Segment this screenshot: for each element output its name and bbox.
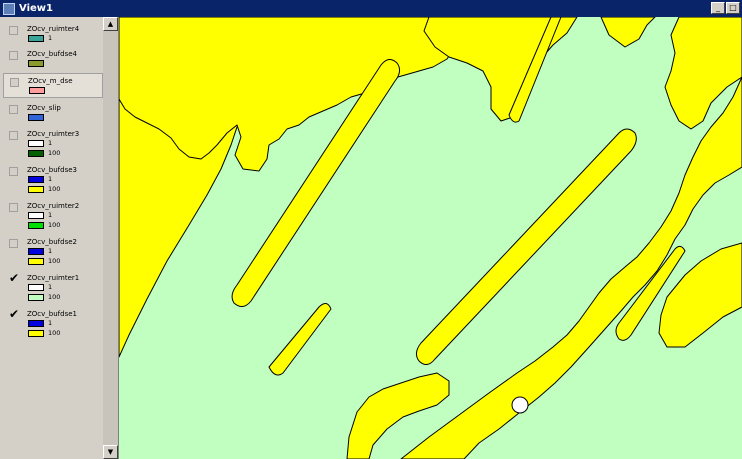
layer-name: ZOcv_bufdse3 — [27, 166, 77, 174]
map-canvas[interactable] — [119, 17, 742, 459]
layer-visibility-checkbox[interactable] — [9, 167, 18, 176]
legend-label: 100 — [48, 221, 61, 229]
legend-swatch — [28, 60, 44, 67]
layer-name: ZOcv_slip — [27, 104, 61, 112]
legend-label: 100 — [48, 185, 61, 193]
legend-label: 1 — [48, 139, 53, 147]
window-controls: _ □ — [711, 2, 740, 14]
buffer-strip-top — [508, 17, 562, 123]
layer-visibility-checkbox[interactable] — [10, 78, 19, 87]
layer-name: ZOcv_m_dse — [28, 77, 73, 85]
scroll-up-button[interactable]: ▲ — [103, 17, 118, 31]
layer-item[interactable]: ZOcv_bufdse4 — [3, 47, 103, 72]
legend-swatch — [28, 176, 44, 183]
window-title: View1 — [19, 3, 53, 14]
legend-swatch — [28, 222, 44, 229]
legend-label: 100 — [48, 329, 61, 337]
layer-name: ZOcv_bufdse1 — [27, 310, 77, 318]
legend-label: 100 — [48, 149, 61, 157]
layer-item[interactable]: ZOcv_ruimter4 1 — [3, 22, 103, 47]
table-of-contents: ZOcv_ruimter4 1 ZOcv_bufdse4 ZOcv_m_dse ZOcv… — [0, 17, 119, 459]
buffer-zone-lower-right — [400, 76, 742, 459]
open-space-marker — [511, 396, 529, 414]
layer-name: ZOcv_bufdse2 — [27, 238, 77, 246]
layer-visibility-checkbox[interactable]: ✔ — [9, 271, 20, 285]
legend-swatch — [28, 212, 44, 219]
legend-swatch — [28, 150, 44, 157]
layer-item[interactable]: ZOcv_ruimter3 1 100 — [3, 127, 103, 162]
legend-swatch — [28, 330, 44, 337]
layer-visibility-checkbox[interactable] — [9, 105, 18, 114]
legend-swatch — [28, 294, 44, 301]
legend-swatch — [29, 87, 45, 94]
layer-visibility-checkbox[interactable]: ✔ — [9, 307, 20, 321]
legend-swatch — [28, 186, 44, 193]
legend-swatch — [28, 284, 44, 291]
legend-swatch — [28, 248, 44, 255]
layer-visibility-checkbox[interactable] — [9, 239, 18, 248]
buffer-strip-right — [615, 245, 686, 341]
legend-label: 1 — [48, 283, 53, 291]
minimize-button[interactable]: _ — [711, 2, 725, 14]
legend-label: 100 — [48, 257, 61, 265]
layer-visibility-checkbox[interactable] — [9, 131, 18, 140]
layer-name: ZOcv_ruimter3 — [27, 130, 80, 138]
buffer-zones — [119, 17, 742, 459]
legend-label: 1 — [48, 34, 53, 42]
layer-visibility-checkbox[interactable] — [9, 51, 18, 60]
buffer-strip-lower-left — [268, 303, 332, 376]
legend-label: 1 — [48, 211, 53, 219]
legend-swatch — [28, 35, 44, 42]
layer-visibility-checkbox[interactable] — [9, 203, 18, 212]
layer-visibility-checkbox[interactable] — [9, 26, 18, 35]
buffer-zone-far-right — [658, 242, 742, 348]
buffer-strip-diagonal-2 — [415, 128, 637, 365]
legend-label: 1 — [48, 175, 53, 183]
layer-item[interactable]: ZOcv_m_dse — [3, 73, 103, 98]
legend-label: 1 — [48, 319, 53, 327]
layer-name: ZOcv_ruimter1 — [27, 274, 80, 282]
layer-name: ZOcv_ruimter4 — [27, 25, 80, 33]
layer-item[interactable]: ZOcv_bufdse3 1 100 — [3, 163, 103, 198]
layer-item[interactable]: ZOcv_ruimter2 1 100 — [3, 199, 103, 234]
legend-swatch — [28, 114, 44, 121]
layer-item[interactable]: ZOcv_bufdse2 1 100 — [3, 235, 103, 270]
buffer-zone-top-right — [600, 17, 656, 48]
legend-label: 100 — [48, 293, 61, 301]
buffer-zone-top-center — [423, 17, 578, 122]
scroll-down-button[interactable]: ▼ — [103, 445, 118, 459]
layer-name: ZOcv_bufdse4 — [27, 50, 77, 58]
layer-item[interactable]: ZOcv_slip — [3, 101, 103, 126]
layer-item[interactable]: ✔ ZOcv_ruimter1 1 100 — [3, 271, 103, 306]
legend-swatch — [28, 140, 44, 147]
layer-name: ZOcv_ruimter2 — [27, 202, 80, 210]
title-bar: View1 _ □ — [0, 0, 742, 17]
buffer-strip-diagonal-1 — [231, 59, 401, 307]
buffer-zone-bottom — [346, 372, 450, 459]
maximize-button[interactable]: □ — [726, 2, 740, 14]
legend-swatch — [28, 320, 44, 327]
legend-label: 1 — [48, 247, 53, 255]
buffer-zone-top-left — [119, 17, 456, 172]
legend-swatch — [28, 258, 44, 265]
buffer-zone-right — [664, 17, 742, 130]
toc-scrollbar[interactable]: ▲ ▼ — [103, 17, 118, 459]
view-window-icon — [3, 2, 15, 15]
layer-item[interactable]: ✔ ZOcv_bufdse1 1 100 — [3, 307, 103, 342]
